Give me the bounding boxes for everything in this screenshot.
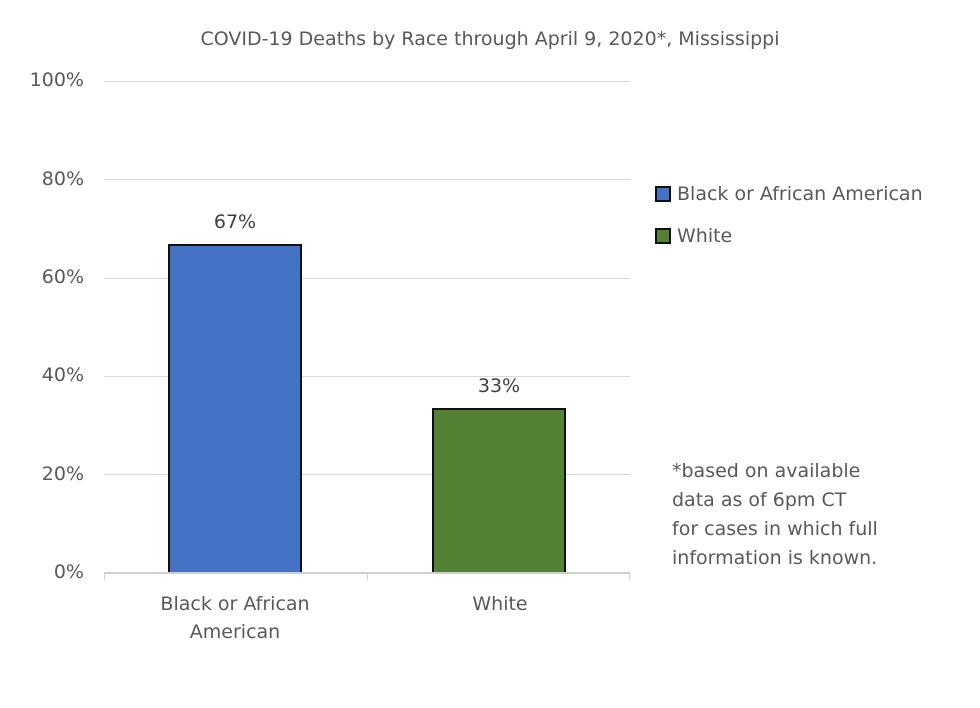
y-tick-40: 40% xyxy=(41,364,84,386)
legend-item-black: Black or African American xyxy=(655,180,923,208)
x-axis-tick xyxy=(367,572,368,580)
legend-swatch-blue xyxy=(655,186,671,202)
footnote-line: *based on available xyxy=(672,460,861,482)
footnote-line: information is known. xyxy=(672,547,878,569)
x-label-black: Black or African American xyxy=(120,590,350,646)
x-label-white: White xyxy=(472,593,528,615)
y-tick-100: 100% xyxy=(29,69,84,91)
y-tick-0: 0% xyxy=(53,561,84,583)
y-tick-60: 60% xyxy=(41,266,84,288)
x-axis-tick xyxy=(629,572,630,580)
chart-title: COVID-19 Deaths by Race through April 9,… xyxy=(200,28,780,50)
legend-swatch-green xyxy=(655,228,671,244)
y-tick-20: 20% xyxy=(41,463,84,485)
gridline-100 xyxy=(104,81,630,82)
gridline-40 xyxy=(104,376,630,377)
x-label-black-line1: Black or African xyxy=(160,593,310,615)
bar-white xyxy=(432,408,566,573)
gridline-80 xyxy=(104,179,630,180)
x-label-black-line2: American xyxy=(189,621,281,643)
footnote: *based on available data as of 6pm CT fo… xyxy=(672,457,932,573)
y-tick-80: 80% xyxy=(41,168,84,190)
bar-black-or-african-american xyxy=(168,244,302,573)
footnote-line: data as of 6pm CT xyxy=(672,489,847,511)
data-label-black: 67% xyxy=(213,211,257,233)
x-axis-tick xyxy=(104,572,105,580)
legend-item-white: White xyxy=(655,222,923,250)
legend: Black or African American White xyxy=(655,180,923,264)
footnote-line: for cases in which full xyxy=(672,518,878,540)
data-label-white: 33% xyxy=(477,375,521,397)
legend-label-black: Black or African American xyxy=(677,183,923,205)
gridline-60 xyxy=(104,278,630,279)
gridline-20 xyxy=(104,474,630,475)
legend-label-white: White xyxy=(677,225,733,247)
